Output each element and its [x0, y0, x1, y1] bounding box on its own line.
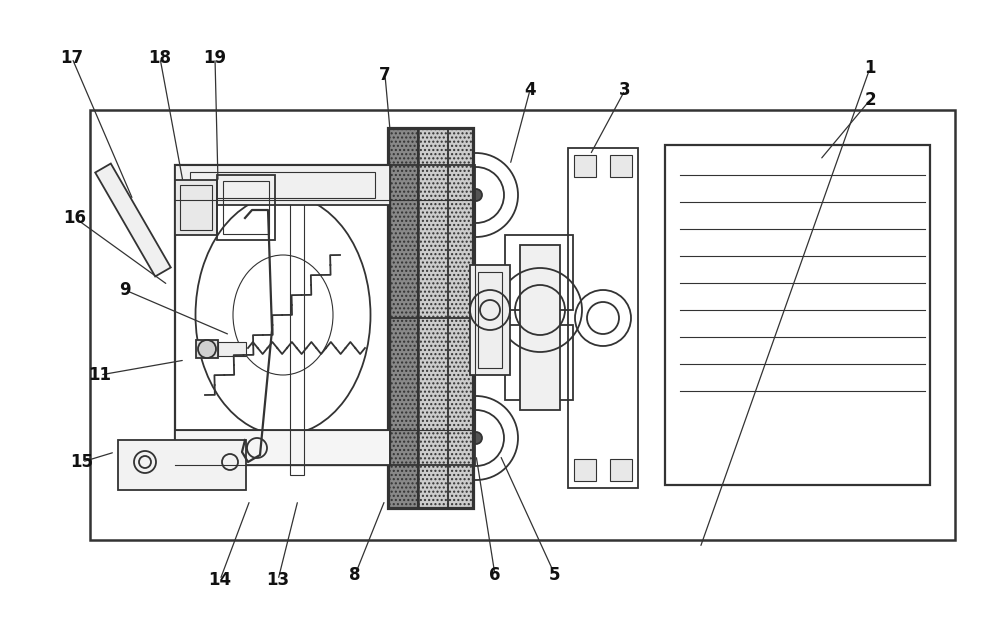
Bar — [175, 165, 390, 465]
Bar — [388, 128, 418, 508]
Bar — [218, 342, 246, 356]
Text: 2: 2 — [864, 91, 876, 109]
Bar — [574, 459, 596, 481]
Bar — [610, 155, 632, 177]
Bar — [610, 459, 632, 481]
Bar — [418, 128, 473, 508]
Text: 13: 13 — [266, 571, 290, 589]
Text: 17: 17 — [60, 49, 84, 67]
Text: 7: 7 — [379, 66, 391, 84]
Bar — [574, 155, 596, 177]
Text: 8: 8 — [349, 566, 361, 584]
Text: 5: 5 — [549, 566, 561, 584]
Bar — [223, 181, 269, 234]
Bar — [470, 265, 510, 375]
Bar — [290, 200, 304, 475]
Bar — [175, 180, 217, 235]
Bar — [190, 172, 375, 198]
Bar — [175, 430, 390, 465]
Text: 11: 11 — [88, 366, 112, 384]
Text: 18: 18 — [148, 49, 172, 67]
Text: 6: 6 — [489, 566, 501, 584]
Bar — [478, 272, 502, 368]
Bar — [505, 325, 573, 400]
Bar — [175, 165, 390, 200]
Text: 3: 3 — [619, 81, 631, 99]
Bar — [390, 200, 475, 430]
Text: 9: 9 — [119, 281, 131, 299]
Bar — [520, 245, 560, 410]
Circle shape — [470, 432, 482, 444]
Bar — [90, 110, 955, 540]
Bar — [388, 128, 473, 508]
Circle shape — [198, 340, 216, 358]
Text: 1: 1 — [864, 59, 876, 77]
Bar — [180, 185, 212, 230]
Bar — [118, 440, 246, 490]
Bar — [217, 175, 275, 240]
Circle shape — [470, 189, 482, 201]
Text: 15: 15 — [70, 453, 94, 471]
Text: 14: 14 — [208, 571, 232, 589]
Bar — [196, 340, 218, 358]
Bar — [665, 145, 930, 485]
Text: 19: 19 — [203, 49, 227, 67]
Polygon shape — [95, 164, 171, 276]
Bar — [390, 165, 475, 465]
Bar — [505, 235, 573, 310]
Text: 4: 4 — [524, 81, 536, 99]
Bar — [568, 148, 638, 488]
Text: 16: 16 — [64, 209, 87, 227]
Bar — [175, 165, 390, 205]
Bar — [665, 145, 930, 485]
